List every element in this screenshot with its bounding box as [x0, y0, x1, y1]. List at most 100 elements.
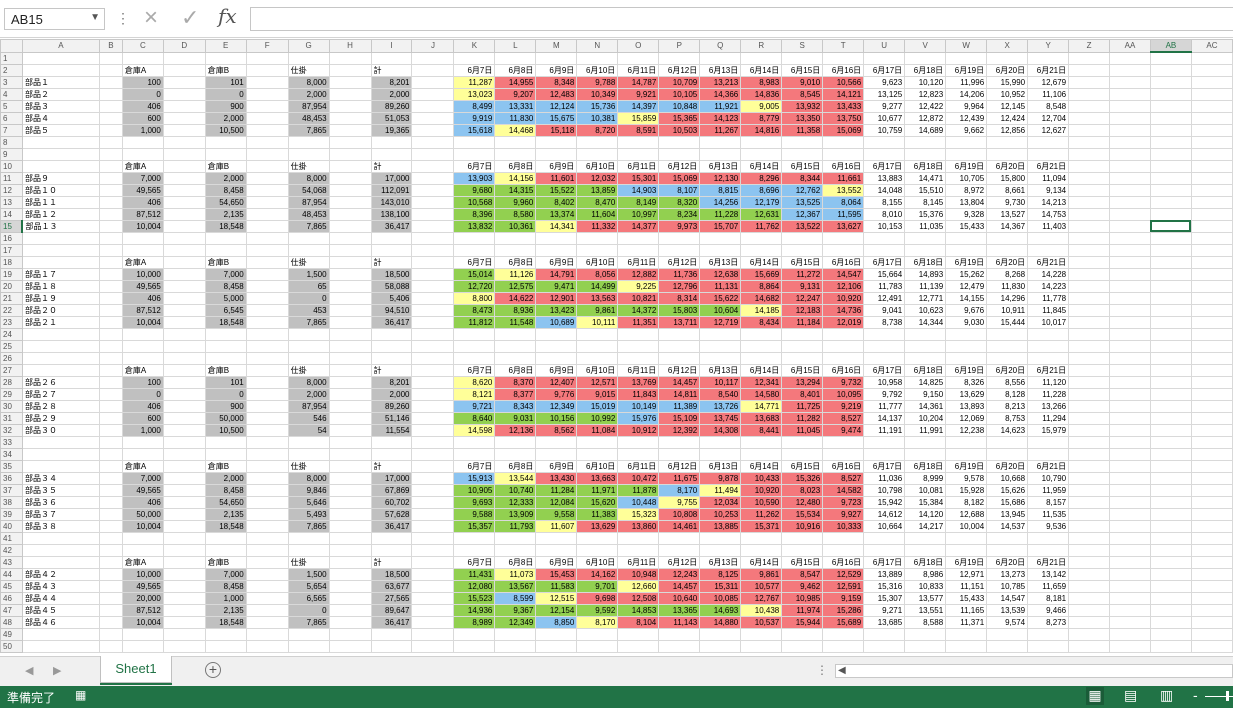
date-header[interactable]: 6月15日	[781, 555, 824, 569]
column-header[interactable]: P	[658, 39, 701, 53]
daily-value[interactable]: 10,905	[453, 483, 496, 497]
row-header[interactable]: 33	[0, 435, 23, 449]
daily-value[interactable]: 11,332	[576, 219, 619, 233]
cell[interactable]	[535, 51, 578, 65]
cell[interactable]	[904, 639, 947, 653]
cell[interactable]	[162, 495, 206, 509]
cell[interactable]	[904, 327, 947, 341]
daily-value[interactable]: 9,131	[781, 279, 824, 293]
cell[interactable]	[1109, 507, 1151, 521]
cell[interactable]	[370, 51, 413, 65]
cell[interactable]	[411, 531, 455, 545]
daily-value[interactable]: 15,534	[781, 507, 824, 521]
cell[interactable]	[1068, 279, 1111, 293]
daily-value[interactable]: 9,574	[986, 615, 1029, 629]
stock-value[interactable]: 453	[287, 303, 330, 317]
daily-value[interactable]: 9,010	[781, 75, 824, 89]
cell[interactable]	[617, 351, 660, 365]
cell[interactable]	[945, 135, 988, 149]
cell[interactable]	[494, 351, 537, 365]
daily-value[interactable]: 9,005	[740, 99, 783, 113]
cell[interactable]	[245, 507, 289, 521]
daily-value[interactable]: 14,308	[699, 423, 742, 437]
daily-value[interactable]: 8,157	[1027, 495, 1070, 509]
stock-value[interactable]: 1,000	[204, 591, 247, 605]
cell[interactable]	[576, 231, 619, 245]
daily-value[interactable]: 11,777	[863, 399, 906, 413]
column-label[interactable]: 倉庫A	[121, 459, 164, 473]
stock-value[interactable]: 57,628	[370, 507, 413, 521]
cell[interactable]	[1149, 303, 1192, 317]
cell[interactable]	[781, 351, 824, 365]
cell[interactable]	[453, 135, 496, 149]
cell[interactable]	[986, 447, 1029, 461]
stock-value[interactable]: 8,201	[370, 375, 413, 389]
cell[interactable]	[863, 531, 906, 545]
daily-value[interactable]: 11,073	[494, 567, 537, 581]
cell[interactable]	[904, 243, 947, 257]
daily-value[interactable]: 8,370	[494, 375, 537, 389]
column-label[interactable]: 計	[370, 255, 413, 269]
more-options-icon[interactable]: ⋮	[116, 10, 130, 26]
cell[interactable]	[245, 483, 289, 497]
daily-value[interactable]: 11,830	[986, 279, 1029, 293]
daily-value[interactable]: 12,032	[576, 171, 619, 185]
cell[interactable]	[370, 243, 413, 257]
cell[interactable]	[904, 231, 947, 245]
daily-value[interactable]: 11,971	[576, 483, 619, 497]
cell[interactable]	[287, 543, 330, 557]
cell[interactable]	[98, 183, 123, 197]
daily-value[interactable]: 11,084	[576, 423, 619, 437]
daily-value[interactable]: 13,551	[904, 603, 947, 617]
date-header[interactable]: 6月19日	[945, 159, 988, 173]
date-header[interactable]: 6月8日	[494, 363, 537, 377]
stock-value[interactable]: 600	[121, 411, 164, 425]
daily-value[interactable]: 11,151	[945, 579, 988, 593]
cell[interactable]	[162, 51, 206, 65]
cell[interactable]	[1109, 471, 1151, 485]
cell[interactable]	[904, 531, 947, 545]
cell[interactable]	[204, 243, 247, 257]
cell[interactable]	[98, 243, 123, 257]
date-header[interactable]: 6月12日	[658, 159, 701, 173]
cell[interactable]	[328, 207, 372, 221]
cell[interactable]	[287, 351, 330, 365]
cell[interactable]	[245, 591, 289, 605]
cell[interactable]	[986, 51, 1029, 65]
daily-value[interactable]: 8,850	[535, 615, 578, 629]
cell[interactable]	[245, 147, 289, 161]
cell[interactable]	[411, 75, 455, 89]
cell[interactable]	[1027, 243, 1070, 257]
daily-value[interactable]: 14,217	[904, 519, 947, 533]
daily-value[interactable]: 8,580	[494, 207, 537, 221]
date-header[interactable]: 6月14日	[740, 363, 783, 377]
daily-value[interactable]: 11,184	[781, 315, 824, 329]
date-header[interactable]: 6月7日	[453, 363, 496, 377]
daily-value[interactable]: 8,989	[453, 615, 496, 629]
cell[interactable]	[245, 471, 289, 485]
daily-value[interactable]: 15,618	[453, 123, 496, 137]
cell[interactable]	[162, 219, 206, 233]
daily-value[interactable]: 15,453	[535, 567, 578, 581]
daily-value[interactable]: 15,620	[576, 495, 619, 509]
cell[interactable]	[494, 435, 537, 449]
daily-value[interactable]: 12,479	[945, 279, 988, 293]
cell[interactable]	[1068, 567, 1111, 581]
daily-value[interactable]: 8,599	[494, 591, 537, 605]
daily-value[interactable]: 10,689	[535, 315, 578, 329]
cell[interactable]	[411, 327, 455, 341]
column-label[interactable]: 計	[370, 459, 413, 473]
daily-value[interactable]: 9,225	[617, 279, 660, 293]
daily-value[interactable]: 13,711	[658, 315, 701, 329]
cell[interactable]	[328, 483, 372, 497]
cell[interactable]	[162, 627, 206, 641]
part-name[interactable]: 部品４４	[21, 591, 100, 605]
cell[interactable]	[1149, 255, 1192, 269]
date-header[interactable]: 6月21日	[1027, 159, 1070, 173]
part-name[interactable]: 部品１	[21, 75, 100, 89]
daily-value[interactable]: 11,812	[453, 315, 496, 329]
cell[interactable]	[986, 135, 1029, 149]
cell[interactable]	[1068, 471, 1111, 485]
cell[interactable]	[162, 147, 206, 161]
cell[interactable]	[328, 255, 372, 269]
